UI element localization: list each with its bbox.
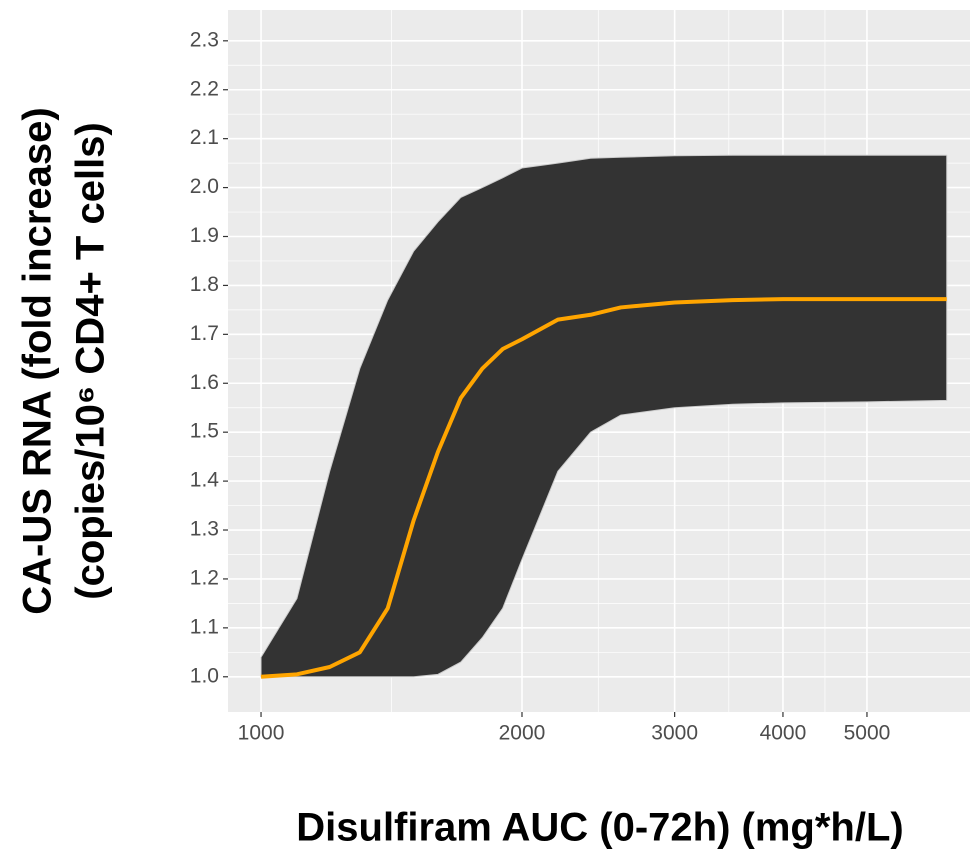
- y-tick-label: 1.0: [190, 664, 219, 687]
- y-tick-label: 1.1: [190, 615, 219, 638]
- median-line: [260, 297, 947, 679]
- x-tick-label: 3000: [651, 722, 698, 745]
- y-tick-label: 1.8: [190, 273, 219, 296]
- y-tick-label: 1.5: [190, 420, 219, 443]
- y-tick-label: 2.0: [190, 175, 219, 198]
- y-tick-label: 2.3: [190, 28, 219, 51]
- x-tick-label: 5000: [844, 722, 891, 745]
- y-tick-label: 1.9: [190, 224, 219, 247]
- y-tick-label: 1.7: [190, 322, 219, 345]
- y-tick-label: 2.2: [190, 77, 219, 100]
- y-tick-label: 1.2: [190, 566, 219, 589]
- y-tick-label: 1.6: [190, 371, 219, 394]
- x-axis-title: Disulfiram AUC (0-72h) (mg*h/L): [296, 806, 903, 850]
- y-tick-label: 1.4: [190, 469, 220, 492]
- y-tick-label: 2.1: [190, 126, 219, 149]
- x-tick-label: 2000: [499, 722, 546, 745]
- y-tick-label: 1.3: [190, 518, 219, 541]
- x-tick-label: 1000: [238, 722, 285, 745]
- y-axis-title: (copies/10⁶ CD4+ T cells): [69, 122, 113, 600]
- x-tick-label: 4000: [760, 722, 807, 745]
- confidence-band: [260, 154, 948, 678]
- y-axis-title: CA-US RNA (fold increase): [16, 107, 60, 614]
- axes: 1.0 1.1 1.2 1.3 1.4 1.5 1.6 1.7 1.8 1.9 2.0 2.1 2.2 2…: [190, 28, 891, 744]
- marks: [260, 154, 948, 679]
